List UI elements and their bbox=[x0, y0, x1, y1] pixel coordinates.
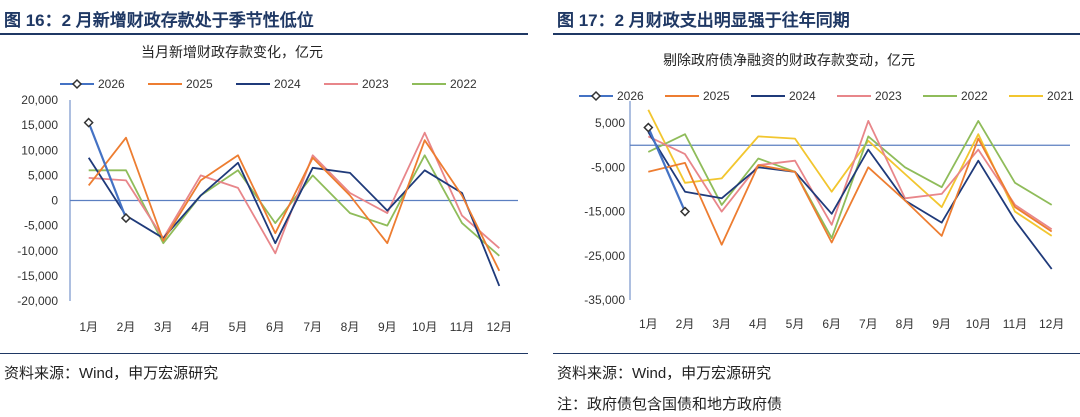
x-tick-label: 11月 bbox=[450, 320, 474, 334]
y-tick-label: -25,000 bbox=[584, 249, 625, 263]
x-tick-label: 6月 bbox=[822, 317, 841, 331]
x-tick-label: 5月 bbox=[786, 317, 805, 331]
data-point-2026 bbox=[679, 206, 691, 217]
series-line-2025 bbox=[648, 137, 1053, 246]
fiscal-deposit-change-chart: 当月新增财政存款变化，亿元 2026 2025 2024 2023 2022 20,000 1… bbox=[17, 44, 518, 334]
y-tick-label: 10,000 bbox=[21, 143, 58, 157]
legend-label-2025: 2025 bbox=[703, 89, 730, 103]
x-tick-label: 9月 bbox=[932, 317, 951, 331]
x-tick-label: 7月 bbox=[859, 317, 878, 331]
y-tick-label: 15,000 bbox=[21, 118, 58, 132]
y-tick-label: 0 bbox=[51, 194, 58, 208]
data-point-2026 bbox=[120, 213, 132, 224]
y-tick-label: 20,000 bbox=[21, 93, 58, 107]
series-line-2023 bbox=[647, 120, 1053, 230]
figure-17-title: 图 17：2 月财政支出明显强于往年同期 bbox=[557, 11, 850, 30]
data-point-2026 bbox=[643, 122, 654, 133]
bottom-rule bbox=[553, 353, 1080, 354]
y-tick-label: -15,000 bbox=[17, 269, 58, 283]
legend-label-2023: 2023 bbox=[875, 89, 902, 103]
series-line-2021 bbox=[647, 109, 1053, 237]
legend-label-2026: 2026 bbox=[98, 77, 125, 91]
y-tick-label: -5,000 bbox=[24, 219, 58, 233]
series-line-2025 bbox=[87, 136, 501, 272]
x-tick-label: 8月 bbox=[896, 317, 915, 331]
y-tick-label: 5,000 bbox=[28, 168, 58, 182]
chart-area: 剔除政府债净融资的财政存款变动，亿元 2026 2025 2024 2023 2022 20… bbox=[553, 35, 1080, 353]
chart-title: 当月新增财政存款变化，亿元 bbox=[141, 44, 323, 60]
y-tick-label: -20,000 bbox=[17, 294, 58, 308]
x-tick-label: 7月 bbox=[303, 320, 322, 334]
legend-label-2024: 2024 bbox=[789, 89, 816, 103]
legend-label-2023: 2023 bbox=[362, 77, 389, 91]
series-line-2026 bbox=[647, 127, 687, 213]
x-tick-label: 11月 bbox=[1003, 317, 1027, 331]
legend-label-2026: 2026 bbox=[617, 89, 644, 103]
x-tick-label: 10月 bbox=[412, 320, 437, 334]
note-text: 注：政府债包含国债和地方政府债 bbox=[557, 396, 783, 413]
data-point-2026 bbox=[83, 117, 94, 128]
series-line-2022 bbox=[647, 120, 1053, 240]
chart-area: 当月新增财政存款变化，亿元 2026 2025 2024 2023 2022 20,000 1… bbox=[0, 35, 528, 353]
legend-label-2022: 2022 bbox=[961, 89, 988, 103]
series-line-2026 bbox=[87, 122, 128, 219]
fiscal-deposit-ex-govbond-chart: 剔除政府债净融资的财政存款变动，亿元 2026 2025 2024 2023 2022 20… bbox=[579, 52, 1074, 331]
y-tick-label: 5,000 bbox=[595, 116, 625, 130]
y-tick-label: -5,000 bbox=[591, 160, 625, 174]
series-line-2022 bbox=[88, 154, 500, 257]
x-tick-label: 9月 bbox=[378, 320, 397, 334]
x-tick-label: 4月 bbox=[191, 320, 210, 334]
legend-marker-2026 bbox=[590, 90, 602, 102]
x-tick-label: 10月 bbox=[966, 317, 991, 331]
x-tick-label: 6月 bbox=[266, 320, 285, 334]
legend-label-2021: 2021 bbox=[1047, 89, 1074, 103]
chart-title: 剔除政府债净融资的财政存款变动，亿元 bbox=[663, 52, 915, 68]
series-line-2024 bbox=[87, 157, 501, 287]
figure-16-title: 图 16：2 月新增财政存款处于季节性低位 bbox=[4, 11, 314, 30]
x-tick-label: 2月 bbox=[676, 317, 695, 331]
source-text: 资料来源：Wind，申万宏源研究 bbox=[4, 365, 219, 382]
x-tick-label: 3月 bbox=[154, 320, 173, 334]
x-tick-label: 5月 bbox=[229, 320, 248, 334]
legend-marker-2026 bbox=[71, 78, 83, 90]
y-tick-label: -35,000 bbox=[584, 293, 625, 307]
x-tick-label: 1月 bbox=[79, 320, 98, 334]
series-line-2024 bbox=[647, 131, 1053, 270]
x-tick-label: 1月 bbox=[639, 317, 658, 331]
source-text: 资料来源：Wind，申万宏源研究 bbox=[557, 365, 772, 382]
legend-label-2025: 2025 bbox=[186, 77, 213, 91]
y-tick-label: -10,000 bbox=[17, 244, 58, 258]
x-tick-label: 4月 bbox=[749, 317, 768, 331]
x-tick-label: 3月 bbox=[712, 317, 731, 331]
x-tick-label: 12月 bbox=[487, 320, 512, 334]
series-line-2023 bbox=[88, 131, 500, 255]
bottom-rule bbox=[0, 353, 528, 354]
title-rule bbox=[553, 33, 1080, 35]
title-rule bbox=[0, 33, 528, 35]
y-tick-label: -15,000 bbox=[584, 205, 625, 219]
legend-label-2022: 2022 bbox=[450, 77, 477, 91]
legend-label-2024: 2024 bbox=[274, 77, 301, 91]
x-tick-label: 2月 bbox=[117, 320, 136, 334]
x-tick-label: 12月 bbox=[1039, 317, 1064, 331]
x-tick-label: 8月 bbox=[341, 320, 360, 334]
